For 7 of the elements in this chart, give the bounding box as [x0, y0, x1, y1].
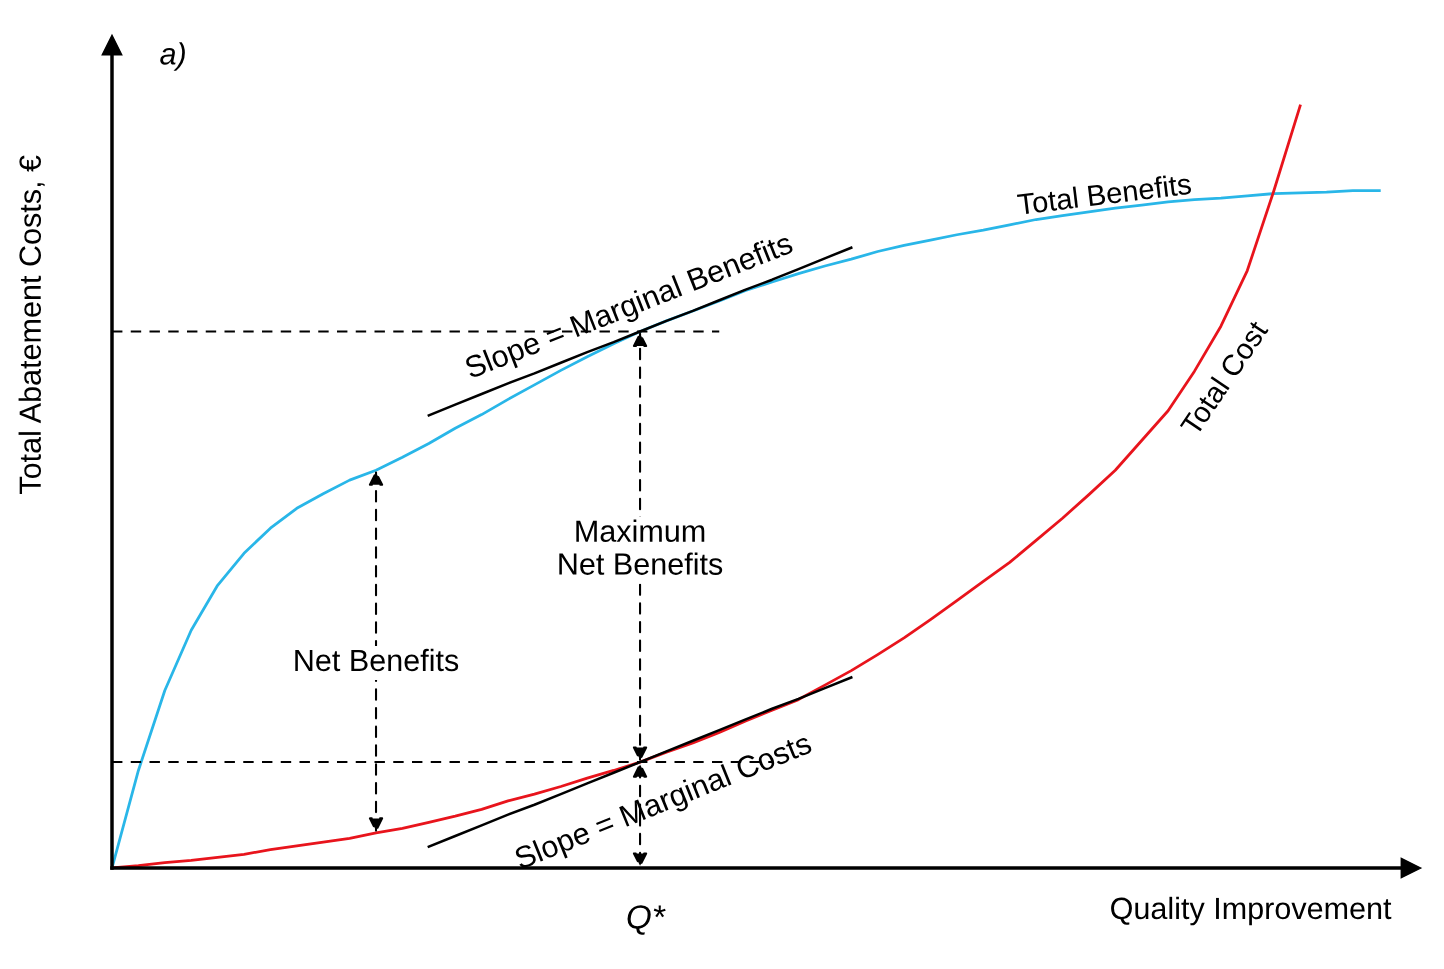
annotation: Net Benefits	[295, 648, 459, 672]
x-axis-title: Quality Improvement	[1111, 896, 1392, 926]
text: Q*	[627, 905, 666, 935]
annotation: Maximum Net Benefits	[559, 519, 723, 575]
y-axis-title: Total Abatement Costs, €	[18, 155, 45, 494]
text: a)	[160, 42, 185, 71]
text: Total Benefits	[1016, 172, 1192, 215]
